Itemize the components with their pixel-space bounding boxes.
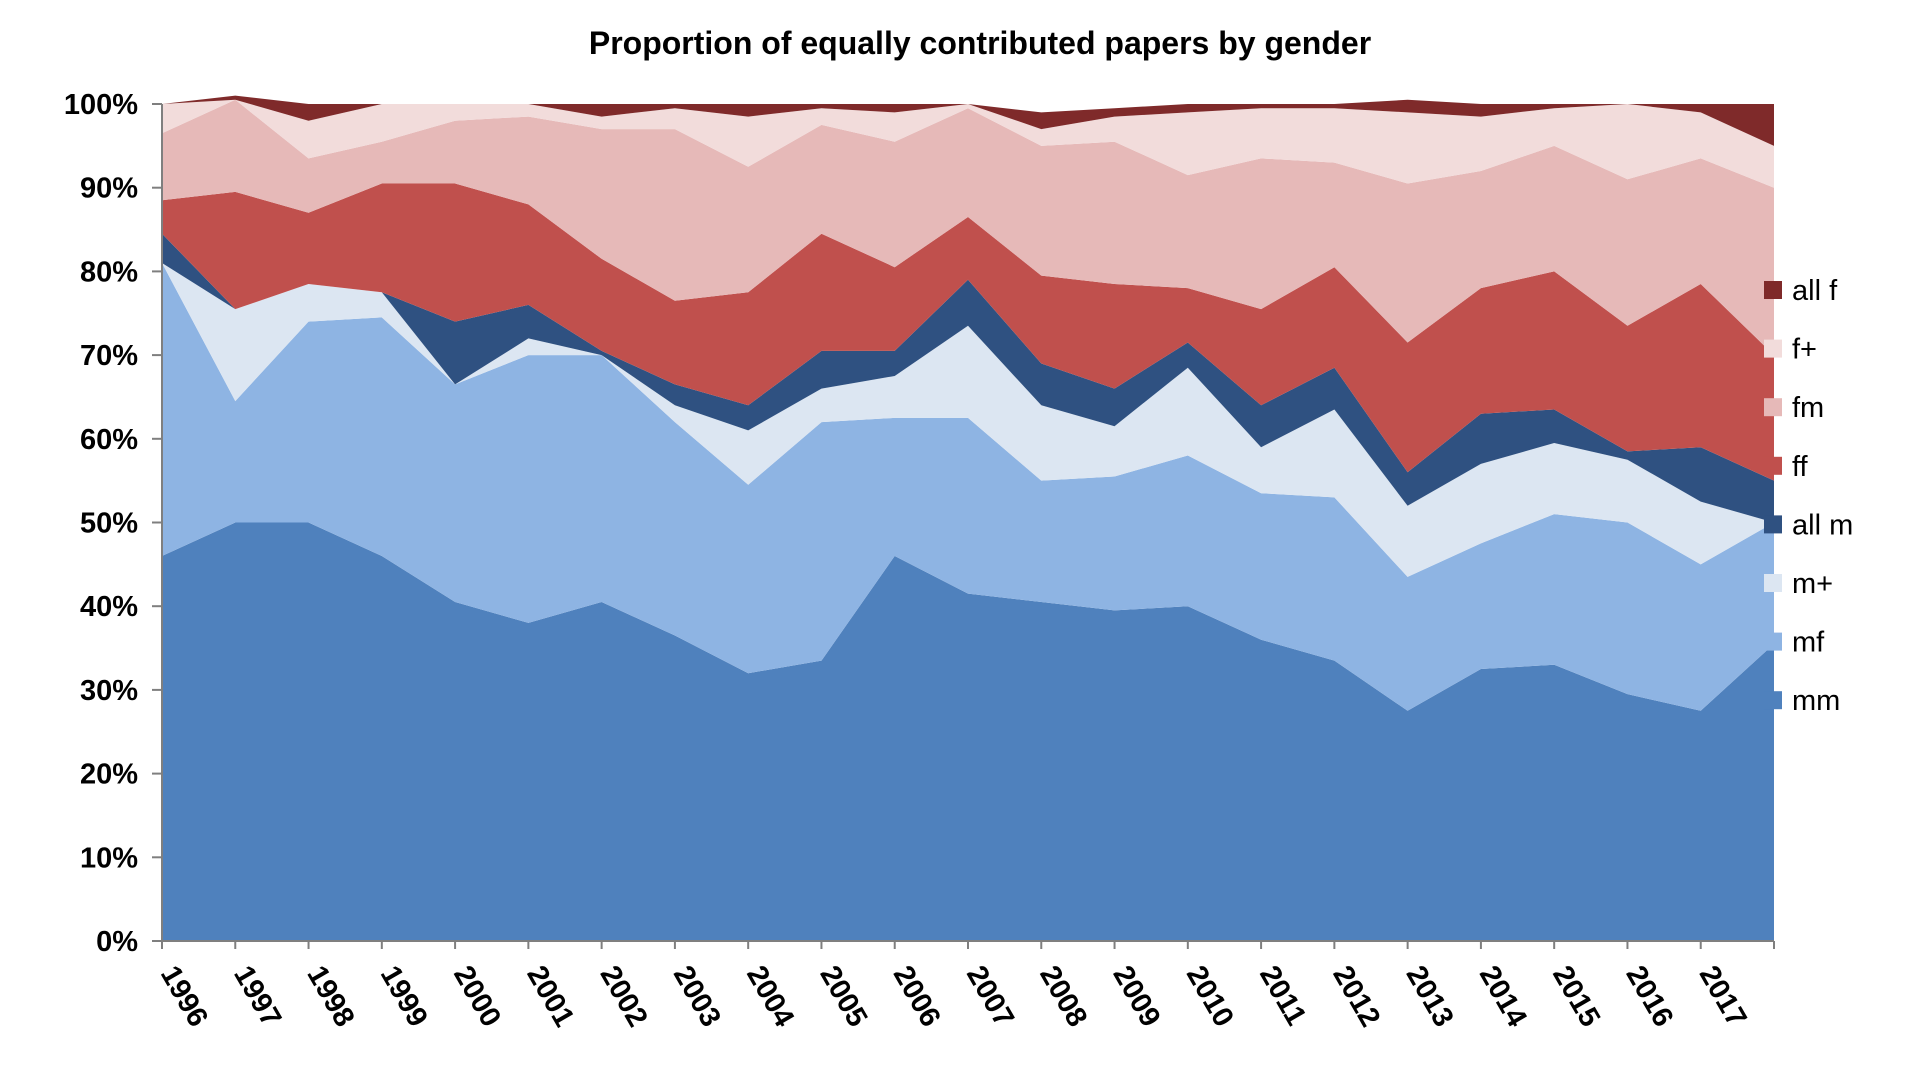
x-tick-label: 2006 bbox=[887, 961, 947, 1033]
legend-label-fm: fm bbox=[1792, 392, 1824, 424]
y-tick-label: 20% bbox=[80, 759, 138, 791]
area-mf bbox=[162, 263, 1774, 711]
x-tick-label: 2012 bbox=[1326, 961, 1386, 1033]
y-tick-label: 50% bbox=[80, 508, 138, 540]
y-tick-label: 100% bbox=[64, 89, 138, 121]
area-series-group bbox=[162, 95, 1774, 941]
x-tick-label: 2014 bbox=[1473, 961, 1533, 1033]
legend-label-f-plus: f+ bbox=[1792, 334, 1817, 366]
y-tick-label: 80% bbox=[80, 256, 138, 288]
y-tick-label: 70% bbox=[80, 340, 138, 372]
legend-swatch-fm bbox=[1764, 398, 1782, 417]
x-tick-label: 2005 bbox=[813, 961, 873, 1033]
legend-swatch-ff bbox=[1764, 456, 1782, 475]
area-m-plus bbox=[162, 263, 1774, 577]
legend-label-ff: ff bbox=[1792, 451, 1809, 483]
legend-swatch-mm bbox=[1764, 691, 1782, 710]
x-axis-ticks: 1996 1997 1998 1999 2000 2001 2002 2003 2004 2005… bbox=[154, 941, 1775, 1033]
x-tick-label: 2013 bbox=[1400, 961, 1460, 1033]
x-tick-label: 2011 bbox=[1253, 961, 1312, 1031]
chart-title: Proportion of equally contributed papers… bbox=[589, 25, 1371, 61]
y-tick-label: 40% bbox=[80, 591, 138, 623]
legend-label-mf: mf bbox=[1792, 627, 1825, 659]
x-tick-label: 2000 bbox=[447, 961, 507, 1033]
legend-label-all-f: all f bbox=[1792, 275, 1838, 307]
x-tick-label: 1999 bbox=[374, 961, 434, 1033]
x-tick-label: 2004 bbox=[740, 961, 800, 1033]
x-tick-label: 2003 bbox=[667, 961, 727, 1033]
y-tick-label: 0% bbox=[96, 926, 138, 958]
y-axis-ticks: 0% 10% 20% 30% 40% 50% 60% 70% 80% 90% 100% bbox=[64, 89, 162, 958]
x-tick-label: 2015 bbox=[1546, 961, 1606, 1033]
area-ff bbox=[162, 183, 1774, 481]
x-tick-label: 1996 bbox=[154, 961, 214, 1033]
legend-swatch-mf bbox=[1764, 632, 1782, 651]
area-fm bbox=[162, 99, 1774, 356]
area-mm bbox=[162, 522, 1774, 941]
legend-swatch-f-plus bbox=[1764, 339, 1782, 358]
x-tick-label: 2008 bbox=[1033, 961, 1093, 1033]
legend-swatch-all-f bbox=[1764, 281, 1782, 299]
area-all-f bbox=[162, 95, 1774, 146]
area-f-plus bbox=[162, 99, 1774, 188]
area-all-m bbox=[162, 233, 1774, 523]
x-tick-label: 1998 bbox=[300, 961, 360, 1033]
x-tick-label: 2010 bbox=[1180, 961, 1240, 1033]
x-tick-label: 2016 bbox=[1619, 961, 1679, 1033]
x-tick-label: 1997 bbox=[227, 961, 287, 1033]
legend-label-mm: mm bbox=[1792, 685, 1840, 717]
y-tick-label: 90% bbox=[80, 173, 138, 205]
y-tick-label: 30% bbox=[80, 675, 138, 707]
legend-swatch-all-m bbox=[1764, 515, 1782, 534]
legend: all f f+ fm ff all m m+ mf mm bbox=[1764, 275, 1853, 717]
legend-label-all-m: all m bbox=[1792, 509, 1853, 541]
x-tick-label: 2009 bbox=[1106, 961, 1166, 1033]
x-tick-label: 2017 bbox=[1693, 961, 1753, 1033]
y-tick-label: 60% bbox=[80, 424, 138, 456]
legend-label-m-plus: m+ bbox=[1792, 568, 1833, 600]
legend-swatch-m-plus bbox=[1764, 574, 1782, 592]
x-tick-label: 2002 bbox=[594, 961, 654, 1033]
x-tick-label: 2001 bbox=[520, 961, 580, 1033]
x-tick-label: 2007 bbox=[960, 961, 1020, 1033]
y-tick-label: 10% bbox=[80, 842, 138, 874]
